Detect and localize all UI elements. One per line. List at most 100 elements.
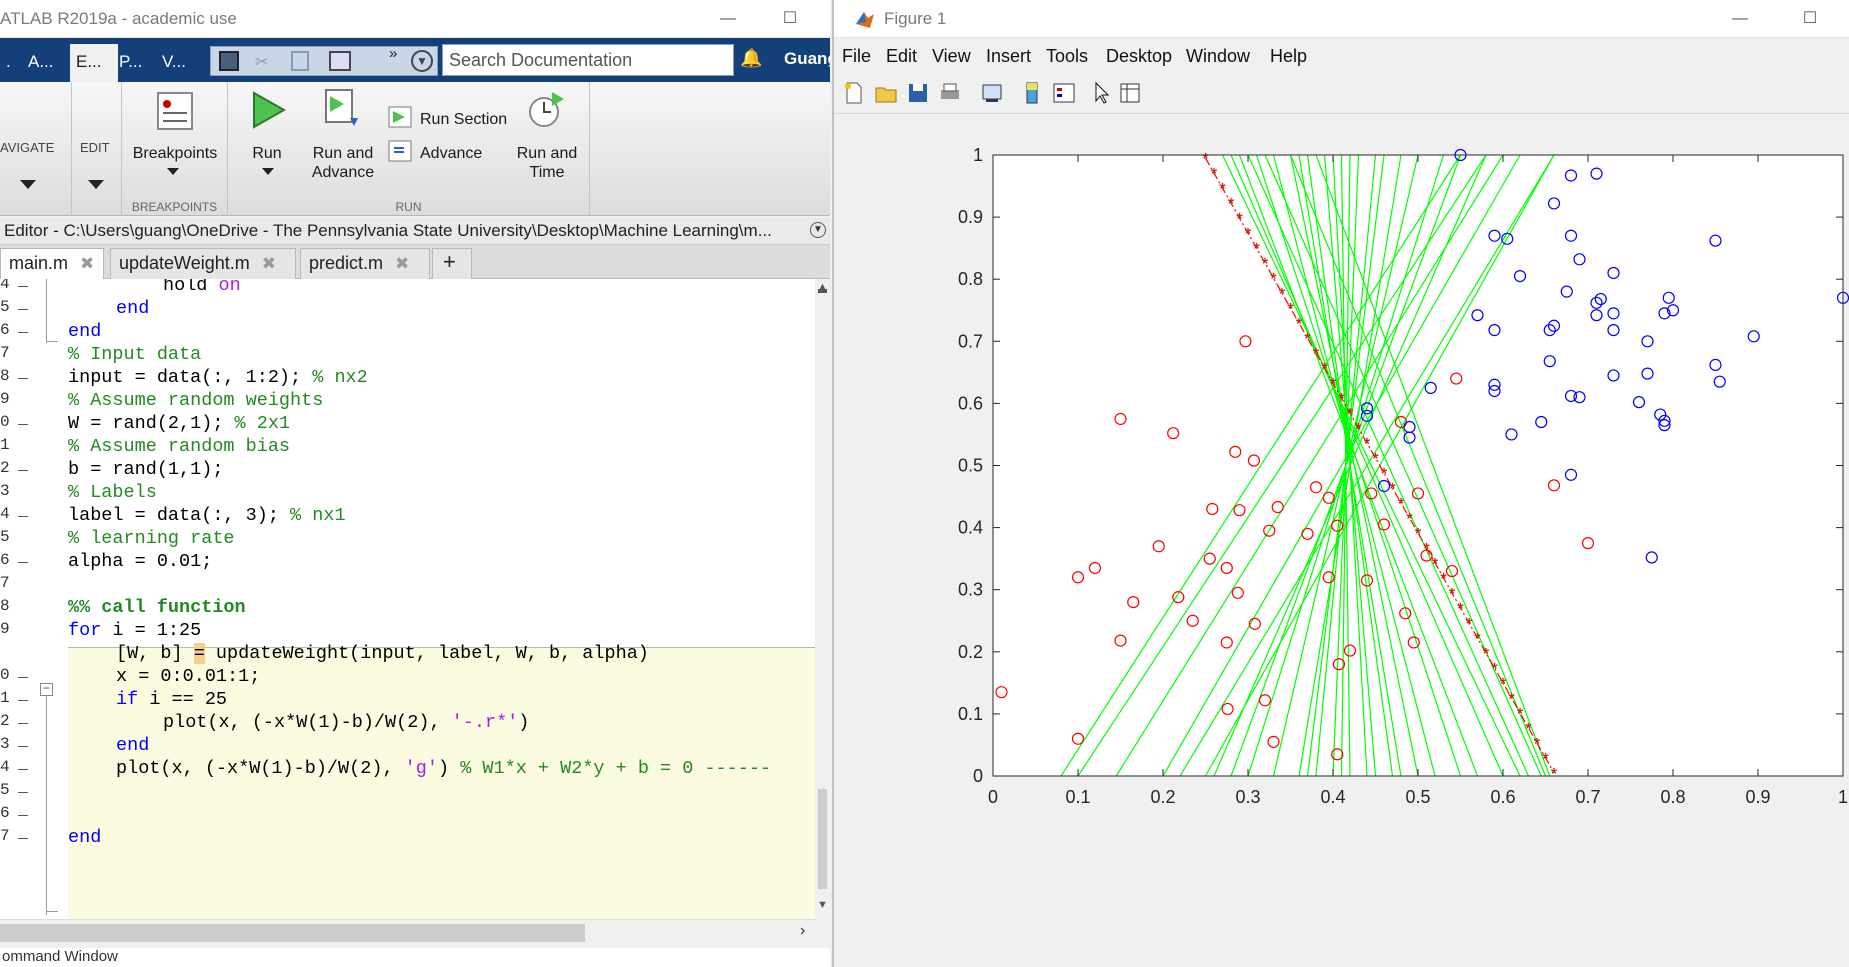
class1-point bbox=[1488, 229, 1501, 242]
y-tick-label: 0.6 bbox=[958, 393, 983, 413]
pointer-icon[interactable] bbox=[1090, 81, 1114, 105]
line-dash bbox=[18, 677, 28, 678]
property-inspector-icon[interactable] bbox=[1118, 81, 1142, 105]
menu-tools[interactable]: Tools bbox=[1046, 46, 1089, 66]
command-window-header[interactable]: ommand Window bbox=[0, 948, 830, 967]
run-and-time-icon[interactable] bbox=[526, 90, 566, 130]
code-line: %% call function bbox=[68, 597, 246, 618]
scroll-thumb[interactable] bbox=[818, 789, 827, 889]
class1-point bbox=[1547, 197, 1561, 210]
open-file-icon[interactable] bbox=[874, 81, 898, 105]
close-tab-icon[interactable]: ✖ bbox=[261, 254, 276, 273]
customize-icon[interactable]: ▼ bbox=[411, 50, 433, 72]
y-tick-label: 0.5 bbox=[958, 456, 983, 476]
breakpoints-button[interactable]: Breakpoints bbox=[132, 145, 218, 162]
editor-actions-icon[interactable]: ▼ bbox=[810, 222, 826, 238]
scroll-down-icon[interactable]: ▼ bbox=[817, 899, 828, 911]
minimize-icon[interactable]: — bbox=[720, 10, 736, 27]
tab-publish[interactable]: P... bbox=[119, 52, 143, 71]
minimize-icon[interactable]: — bbox=[1732, 10, 1748, 27]
figure-titlebar: Figure 1 — ☐ bbox=[834, 0, 1849, 38]
search-icon[interactable]: ⚲ bbox=[710, 50, 725, 72]
line-number: 2 bbox=[0, 459, 10, 477]
colorbar-icon[interactable] bbox=[1020, 81, 1044, 105]
line-number: 8 bbox=[0, 597, 10, 615]
navigate-dropdown-icon[interactable] bbox=[20, 180, 36, 189]
star-marker: * bbox=[1474, 631, 1480, 648]
class1-point bbox=[1535, 415, 1548, 429]
editor-horizontal-scrollbar[interactable]: › bbox=[0, 919, 815, 945]
menu-file[interactable]: File bbox=[842, 46, 872, 66]
class0-point bbox=[1267, 735, 1280, 748]
editor-vertical-scrollbar[interactable]: ▲ ▼ bbox=[815, 279, 830, 919]
star-marker: * bbox=[1279, 286, 1285, 303]
figure-window: Figure 1 — ☐ File Edit View Insert Tools… bbox=[832, 0, 1849, 967]
paste-icon[interactable] bbox=[329, 51, 351, 71]
line-number: 7 bbox=[0, 344, 10, 362]
class1-point bbox=[1573, 253, 1586, 266]
link-plot-icon[interactable] bbox=[980, 81, 1004, 105]
new-tab-button[interactable]: + bbox=[432, 248, 472, 279]
tab-view[interactable]: V... bbox=[162, 52, 186, 71]
menu-window[interactable]: Window bbox=[1186, 46, 1251, 66]
run-and-advance-button[interactable]: Run and Advance bbox=[311, 145, 375, 181]
menu-view[interactable]: View bbox=[932, 46, 971, 66]
class1-point bbox=[1641, 335, 1654, 348]
breakpoints-dropdown-icon[interactable] bbox=[167, 168, 179, 175]
boundary-line bbox=[1272, 154, 1436, 777]
menu-desktop[interactable]: Desktop bbox=[1106, 46, 1173, 66]
class0-point bbox=[1365, 487, 1378, 500]
run-and-advance-icon[interactable] bbox=[324, 88, 362, 130]
class0-point bbox=[1152, 540, 1165, 553]
maximize-icon[interactable]: ☐ bbox=[782, 10, 798, 27]
menu-help[interactable]: Help bbox=[1270, 46, 1308, 66]
file-tab-main[interactable]: main.m ✖ bbox=[0, 248, 104, 280]
file-tab-updateweight[interactable]: updateWeight.m ✖ bbox=[110, 248, 296, 279]
run-and-time-button[interactable]: Run and Time bbox=[516, 145, 578, 181]
breakpoints-icon[interactable] bbox=[157, 92, 193, 130]
print-icon[interactable] bbox=[938, 81, 962, 105]
copy-icon[interactable] bbox=[291, 51, 309, 71]
star-marker: * bbox=[1491, 661, 1497, 678]
run-section-button[interactable]: Run Section bbox=[420, 111, 508, 128]
user-name[interactable]: Guang bbox=[784, 49, 830, 68]
figure-canvas[interactable]: * * * * * * * * * * * * * * * * * * * * * * * * * * * * * * * * * * * * * * * *… bbox=[834, 115, 1849, 967]
legend-icon[interactable] bbox=[1052, 81, 1076, 105]
ribbon: AVIGATE EDIT Breakpoints BREAKPOINTS Run… bbox=[0, 82, 830, 216]
new-figure-icon[interactable] bbox=[842, 81, 866, 105]
scroll-right-icon[interactable]: › bbox=[800, 922, 806, 939]
code-editor[interactable]: − 4 5 6 7 8 9 0 1 2 3 4 5 6 7 8 9 0 1 2 … bbox=[0, 279, 815, 919]
search-input[interactable]: Search Documentation bbox=[442, 44, 734, 76]
tab-home[interactable]: . bbox=[6, 52, 11, 71]
menu-edit[interactable]: Edit bbox=[886, 46, 918, 66]
cut-icon[interactable]: ✂ bbox=[255, 54, 269, 71]
tab-apps[interactable]: A... bbox=[28, 52, 54, 71]
scroll-thumb-top[interactable] bbox=[818, 289, 827, 293]
bell-icon[interactable]: 🔔 bbox=[740, 48, 763, 68]
class0-point bbox=[1450, 372, 1463, 385]
hscroll-thumb[interactable] bbox=[0, 924, 585, 942]
line-number: 4 bbox=[0, 505, 10, 523]
file-tab-predict[interactable]: predict.m ✖ bbox=[300, 248, 430, 279]
figure-menu-bar: File Edit View Insert Tools Desktop Wind… bbox=[834, 38, 1849, 76]
run-dropdown-icon[interactable] bbox=[262, 168, 274, 175]
maximize-icon[interactable]: ☐ bbox=[1802, 10, 1818, 27]
run-button[interactable]: Run bbox=[252, 145, 282, 162]
fold-toggle-icon[interactable]: − bbox=[40, 683, 53, 696]
edit-dropdown-icon[interactable] bbox=[88, 180, 104, 189]
line-number: 1 bbox=[0, 436, 10, 454]
close-tab-icon[interactable]: ✖ bbox=[80, 254, 95, 273]
save-icon[interactable] bbox=[219, 51, 239, 71]
close-tab-icon[interactable]: ✖ bbox=[395, 254, 410, 273]
advance-button[interactable]: Advance bbox=[420, 145, 483, 162]
scatter-chart[interactable]: ****************************************… bbox=[834, 115, 1849, 967]
more-icon[interactable]: » bbox=[389, 45, 398, 62]
scroll-up-icon[interactable]: ▲ bbox=[817, 281, 828, 293]
menu-insert[interactable]: Insert bbox=[986, 46, 1032, 66]
tab-editor[interactable]: E... bbox=[70, 44, 118, 82]
save-icon[interactable] bbox=[906, 81, 930, 105]
advance-icon[interactable] bbox=[388, 140, 414, 164]
star-marker: * bbox=[1483, 646, 1489, 663]
run-icon[interactable] bbox=[250, 90, 286, 130]
run-section-icon[interactable] bbox=[388, 106, 414, 130]
